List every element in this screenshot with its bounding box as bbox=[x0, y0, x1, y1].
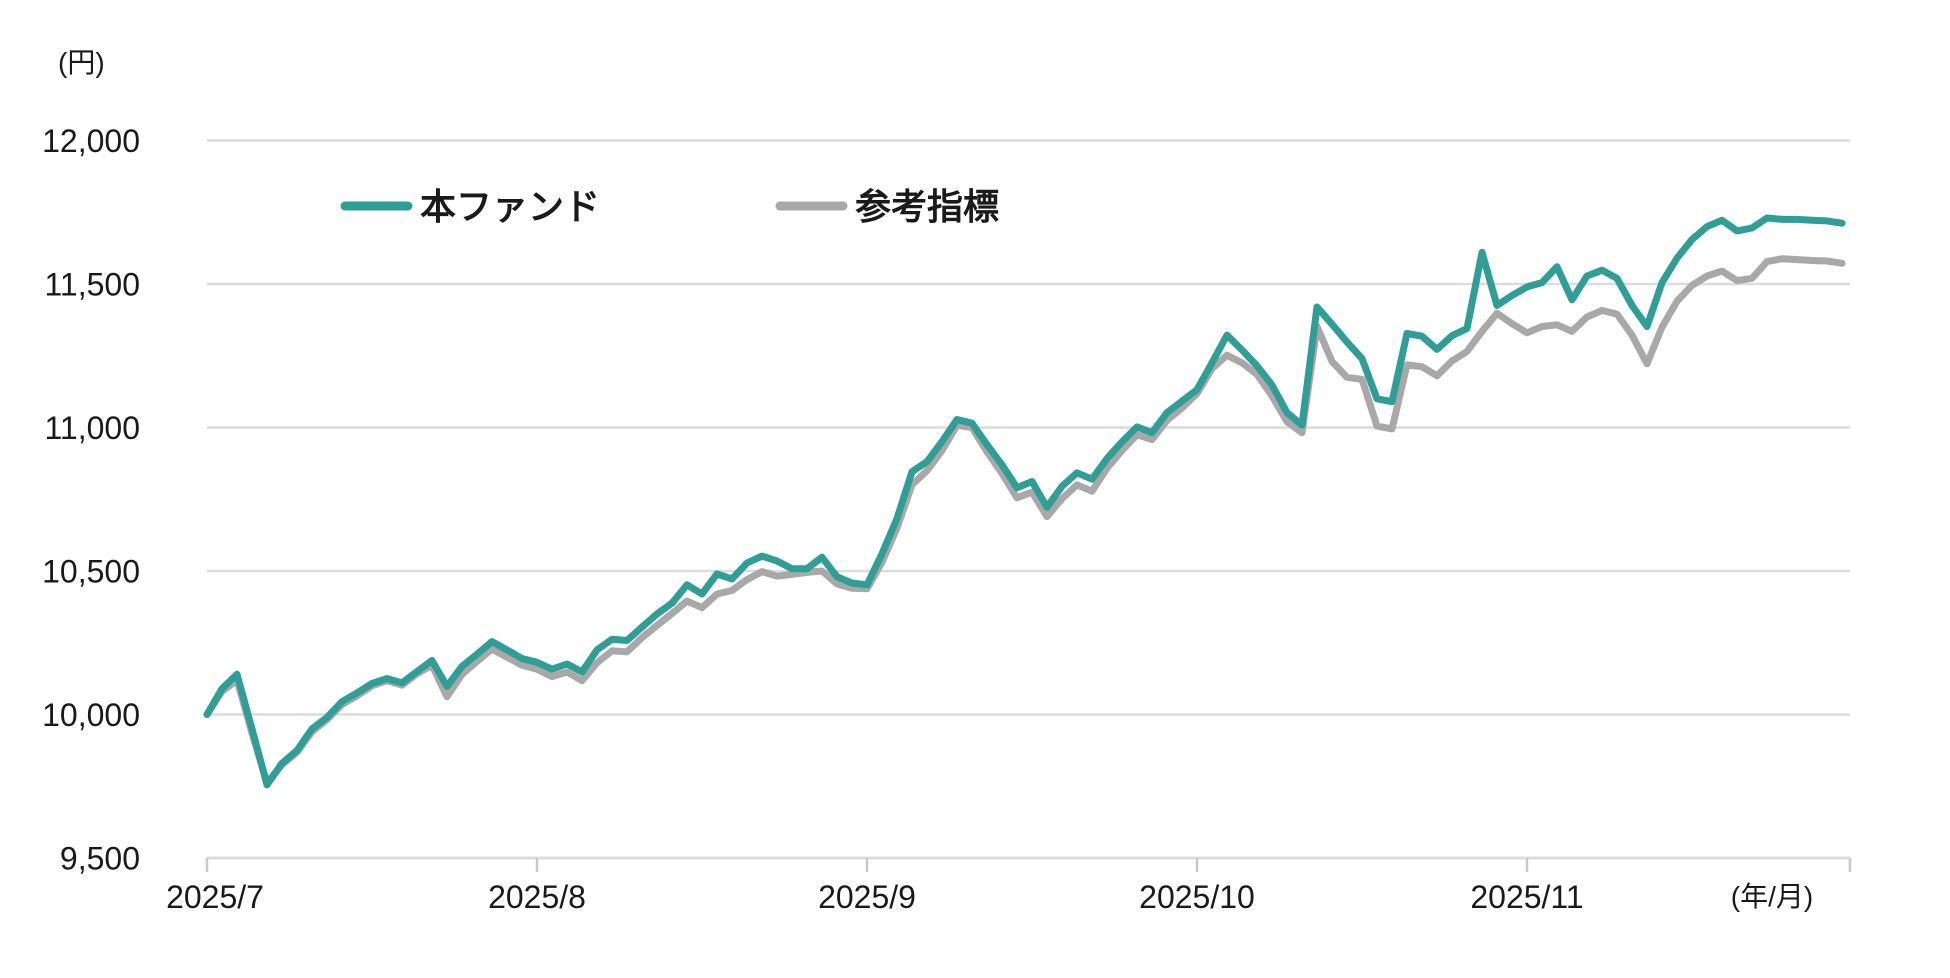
x-axis-labels: 2025/7 2025/8 2025/9 2025/10 2025/11 bbox=[166, 879, 1584, 915]
legend-item-fund: 本ファンド bbox=[340, 186, 600, 227]
series-lines bbox=[203, 214, 1846, 789]
x-axis-ticks bbox=[205, 858, 1852, 872]
y-axis-labels: 12,000 11,500 11,000 10,500 10,000 9,500 bbox=[42, 123, 140, 877]
x-tick-label: 2025/9 bbox=[818, 879, 916, 915]
y-tick-label: 11,500 bbox=[45, 267, 141, 303]
benchmark-legend-label: 参考指標 bbox=[855, 186, 999, 227]
x-tick-label: 2025/8 bbox=[488, 879, 586, 915]
y-tick-label: 11,000 bbox=[45, 410, 141, 446]
fund-legend-label: 本ファンド bbox=[420, 186, 600, 227]
gridlines bbox=[207, 139, 1850, 860]
y-tick-label: 9,500 bbox=[60, 841, 140, 877]
benchmark-line bbox=[203, 255, 1846, 787]
x-axis-unit: (年/月) bbox=[1731, 881, 1813, 912]
x-tick-label: 2025/7 bbox=[166, 879, 264, 915]
legend: 本ファンド 参考指標 bbox=[340, 186, 999, 227]
x-tick-label: 2025/10 bbox=[1139, 879, 1255, 915]
x-tick-label: 2025/11 bbox=[1470, 879, 1583, 915]
fund-line bbox=[203, 214, 1846, 789]
y-axis-unit: (円) bbox=[58, 47, 105, 78]
y-tick-label: 10,500 bbox=[42, 554, 140, 590]
y-tick-label: 10,000 bbox=[42, 697, 140, 733]
y-tick-label: 12,000 bbox=[42, 123, 140, 159]
legend-item-benchmark: 参考指標 bbox=[775, 186, 999, 227]
